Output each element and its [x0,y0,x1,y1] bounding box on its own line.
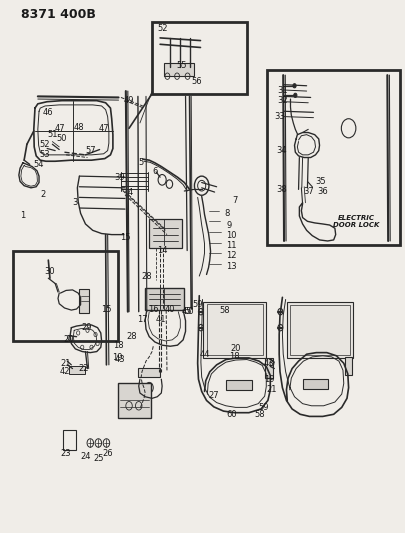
Text: 43: 43 [115,355,125,364]
Text: 21: 21 [266,385,277,394]
Text: 13: 13 [226,262,237,271]
Text: 46: 46 [43,108,53,117]
Bar [203,302,266,358]
Text: 48: 48 [74,123,85,132]
Text: 18: 18 [113,341,124,350]
Text: ELECTRIC
DOOR LOCK: ELECTRIC DOOR LOCK [333,215,380,228]
Text: 17: 17 [137,315,148,324]
Circle shape [147,385,151,390]
Text: 32: 32 [277,96,288,105]
Text: 60: 60 [226,410,237,419]
Text: 24: 24 [80,453,91,462]
Text: 55: 55 [176,61,187,70]
Bar [118,383,151,418]
Text: 21: 21 [61,359,71,368]
Text: 34: 34 [276,146,286,155]
Text: 14: 14 [157,246,167,255]
Text: 60: 60 [183,307,194,316]
Text: 44: 44 [199,350,210,359]
Bar [68,366,85,374]
Text: 58: 58 [220,305,230,314]
Text: 8371 400B: 8371 400B [21,7,96,21]
Bar [287,302,353,358]
Text: 33: 33 [275,112,286,121]
Text: 57: 57 [85,146,96,155]
Text: 36: 36 [318,187,328,196]
Text: 38: 38 [276,185,287,194]
Text: 41: 41 [156,315,166,324]
Text: 5: 5 [139,158,144,167]
Text: 37: 37 [303,187,313,196]
Text: 59: 59 [192,300,203,309]
Text: 18: 18 [229,352,239,361]
Circle shape [294,93,297,98]
Text: 53: 53 [39,150,49,159]
Text: 12: 12 [226,252,237,260]
Text: 40: 40 [164,304,175,313]
Text: 52: 52 [158,24,168,33]
Text: 8: 8 [224,209,229,218]
Bar [138,368,160,377]
Text: 4: 4 [127,188,132,197]
Bar [79,289,90,313]
Text: 35: 35 [315,177,326,186]
Text: 42: 42 [59,367,70,376]
Text: 3: 3 [72,198,78,207]
Text: 9: 9 [226,221,231,230]
Text: 28: 28 [126,332,137,341]
Text: 15: 15 [101,304,112,313]
Text: 47: 47 [98,124,109,133]
Text: 51: 51 [47,130,58,139]
Text: 11: 11 [226,241,237,250]
Bar [13,251,118,341]
Text: 15: 15 [121,233,131,242]
Text: 7: 7 [232,196,237,205]
Circle shape [293,84,296,88]
Text: 30: 30 [45,268,55,276]
Text: 26: 26 [102,449,113,458]
Text: 50: 50 [57,134,67,143]
Text: 10: 10 [226,231,237,240]
Text: 56: 56 [191,77,202,86]
Text: 28: 28 [141,272,152,280]
Text: 20: 20 [63,335,74,344]
Text: 25: 25 [93,455,104,463]
Text: 45: 45 [182,307,192,316]
Text: 2: 2 [40,190,46,199]
Bar [164,63,194,76]
Bar [290,305,350,355]
Text: 59: 59 [259,403,269,412]
Text: 49: 49 [124,96,134,105]
Text: 19: 19 [264,375,274,384]
Text: 29: 29 [81,323,92,332]
Text: 43: 43 [264,359,275,368]
Bar [265,358,273,378]
Bar [267,70,400,245]
Text: 16: 16 [148,304,159,313]
Text: 39: 39 [115,173,125,182]
Bar [149,219,182,248]
Text: 20: 20 [230,344,241,353]
Text: 1: 1 [20,212,26,221]
Bar [63,430,76,450]
Bar [303,379,328,389]
Bar [226,380,252,390]
Text: 54: 54 [34,160,44,169]
Text: 6: 6 [152,167,158,176]
Text: 22: 22 [78,364,89,373]
Bar [152,22,247,94]
Text: 23: 23 [61,449,71,458]
Text: 27: 27 [209,391,219,400]
Text: 47: 47 [55,124,66,133]
Text: 52: 52 [39,140,49,149]
Text: 31: 31 [277,85,288,94]
Text: 58: 58 [254,410,265,419]
Bar [145,288,183,310]
Bar [345,357,352,375]
Bar [207,304,263,355]
Text: 19: 19 [113,353,123,362]
